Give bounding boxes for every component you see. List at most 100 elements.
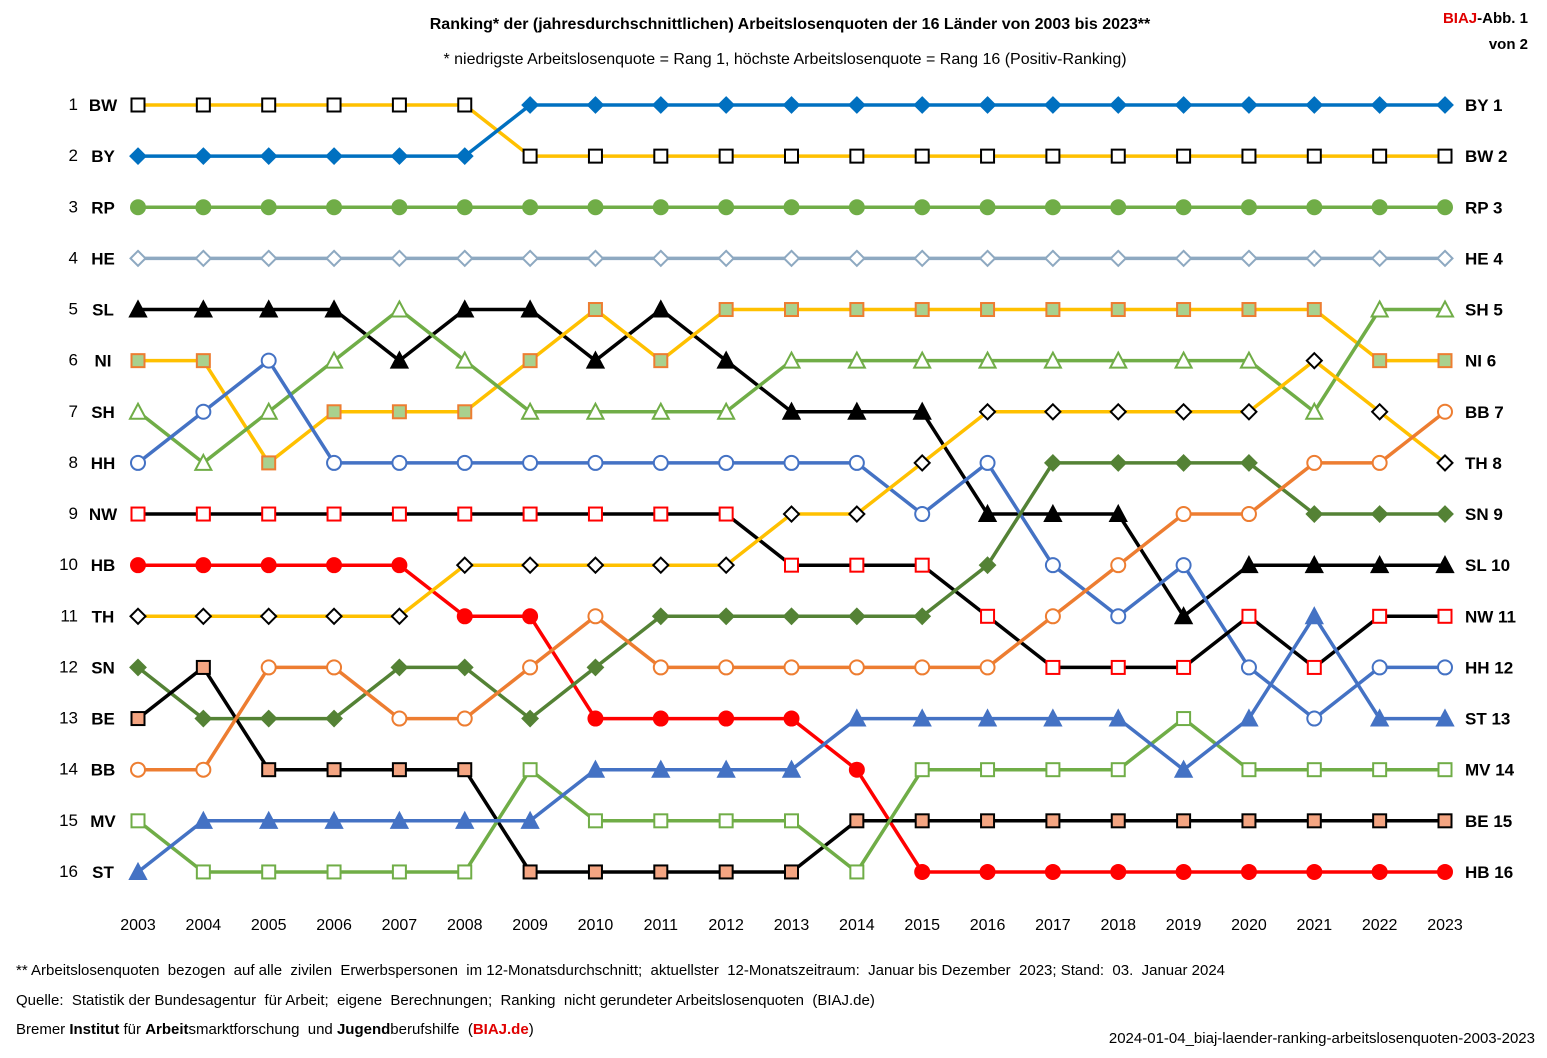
marker-rp-2009 [522,199,539,216]
file-name: 2024-01-04_biaj-laender-ranking-arbeitsl… [1108,1030,1535,1047]
marker-rp-2014 [848,199,865,216]
marker-sn-2008 [455,658,474,677]
marker-rp-2008 [456,199,473,216]
marker-st-2022 [1369,708,1390,727]
marker-ni-2011 [653,353,669,369]
marker-sh-2005 [259,401,279,420]
left-label-he: HE [91,249,115,268]
figure-badge-page: von 2 [1489,36,1528,53]
marker-bw-2023 [1437,148,1453,164]
marker-by-2019 [1174,96,1193,114]
marker-he-2011 [651,249,670,268]
marker-mv-2015 [914,762,930,778]
marker-bb-2004 [195,761,212,778]
marker-sl-2018 [1108,503,1128,523]
x-tick-2015: 2015 [904,917,940,934]
marker-bw-2006 [326,97,342,113]
marker-th-2021 [1305,351,1324,370]
marker-hh-2022 [1371,659,1388,676]
marker-mv-2012 [718,813,734,829]
series-line-mv [136,716,1445,874]
marker-nw-2005 [261,506,277,522]
marker-nw-2023 [1437,608,1453,624]
left-label-sl: SL [92,301,114,320]
marker-hb-2008 [456,608,473,625]
left-label-rp: RP [91,198,115,217]
marker-hh-2012 [718,454,735,471]
marker-by-2014 [847,96,866,114]
marker-sl-2019 [1173,606,1194,625]
marker-he-2022 [1370,249,1389,268]
marker-nw-2016 [980,608,996,624]
marker-nw-2017 [1045,659,1061,675]
marker-st-2023 [1435,708,1455,727]
marker-nw-2007 [391,506,407,522]
marker-th-2013 [782,505,801,523]
marker-st-2005 [259,810,279,829]
marker-hb-2021 [1306,863,1323,880]
rank-number-left-13: 13 [59,709,78,728]
left-label-be: BE [91,710,115,729]
rank-number-left-9: 9 [69,504,78,523]
marker-sh-2020 [1239,350,1259,369]
marker-be-2010 [587,864,603,880]
marker-be-2022 [1372,813,1388,829]
biaj-link[interactable]: BIAJ.de [472,1021,529,1038]
marker-bb-2008 [456,710,473,727]
marker-bw-2014 [849,148,865,164]
marker-bw-2010 [587,148,603,164]
marker-st-2018 [1108,708,1128,727]
marker-rp-2018 [1110,199,1127,216]
marker-sl-2017 [1043,503,1063,523]
marker-rp-2013 [783,199,800,216]
marker-hh-2010 [587,454,604,471]
marker-sn-2014 [847,607,866,626]
marker-mv-2006 [326,864,342,880]
marker-hh-2013 [783,454,800,471]
x-tick-2006: 2006 [316,917,352,934]
marker-bw-2017 [1045,148,1061,164]
marker-be-2014 [849,813,865,829]
marker-he-2013 [782,249,801,268]
marker-rp-2017 [1044,199,1061,216]
marker-ni-2004 [195,353,211,369]
x-tick-2003: 2003 [120,917,156,934]
right-label-he: HE 4 [1465,249,1503,268]
marker-hh-2021 [1306,710,1323,727]
marker-hb-2007 [391,557,408,574]
marker-he-2009 [521,249,540,268]
marker-nw-2003 [130,506,146,522]
marker-hh-2018 [1110,608,1127,625]
marker-hb-2015 [914,863,931,880]
marker-st-2004 [193,810,214,829]
x-tick-2011: 2011 [644,917,679,934]
marker-bb-2009 [522,659,539,676]
marker-bb-2021 [1306,454,1323,471]
marker-bw-2021 [1306,148,1322,164]
footnote-organisation: Bremer Institut für Arbeitsmarktforschun… [16,1021,534,1038]
right-label-be: BE 15 [1465,812,1512,831]
marker-bw-2009 [522,148,538,164]
marker-sn-2013 [782,607,801,626]
series-line-st [136,614,1445,874]
badge-brand: BIAJ [1443,10,1477,27]
marker-rp-2015 [914,199,931,216]
marker-th-2022 [1370,402,1389,421]
marker-he-2005 [259,249,278,268]
marker-mv-2014 [849,864,865,880]
marker-by-2010 [586,96,605,114]
marker-ni-2008 [457,404,473,420]
marker-bw-2011 [653,148,669,164]
marker-mv-2016 [980,762,996,778]
marker-sh-2013 [781,350,802,369]
marker-mv-2007 [391,864,407,880]
marker-th-2005 [259,607,278,626]
marker-mv-2018 [1110,762,1126,778]
right-label-mv: MV 14 [1465,761,1515,780]
marker-sl-2023 [1435,555,1455,574]
marker-sl-2015 [912,401,932,420]
left-label-bb: BB [91,761,116,780]
marker-bb-2022 [1371,454,1388,471]
marker-mv-2009 [522,762,538,778]
marker-by-2008 [455,147,474,166]
